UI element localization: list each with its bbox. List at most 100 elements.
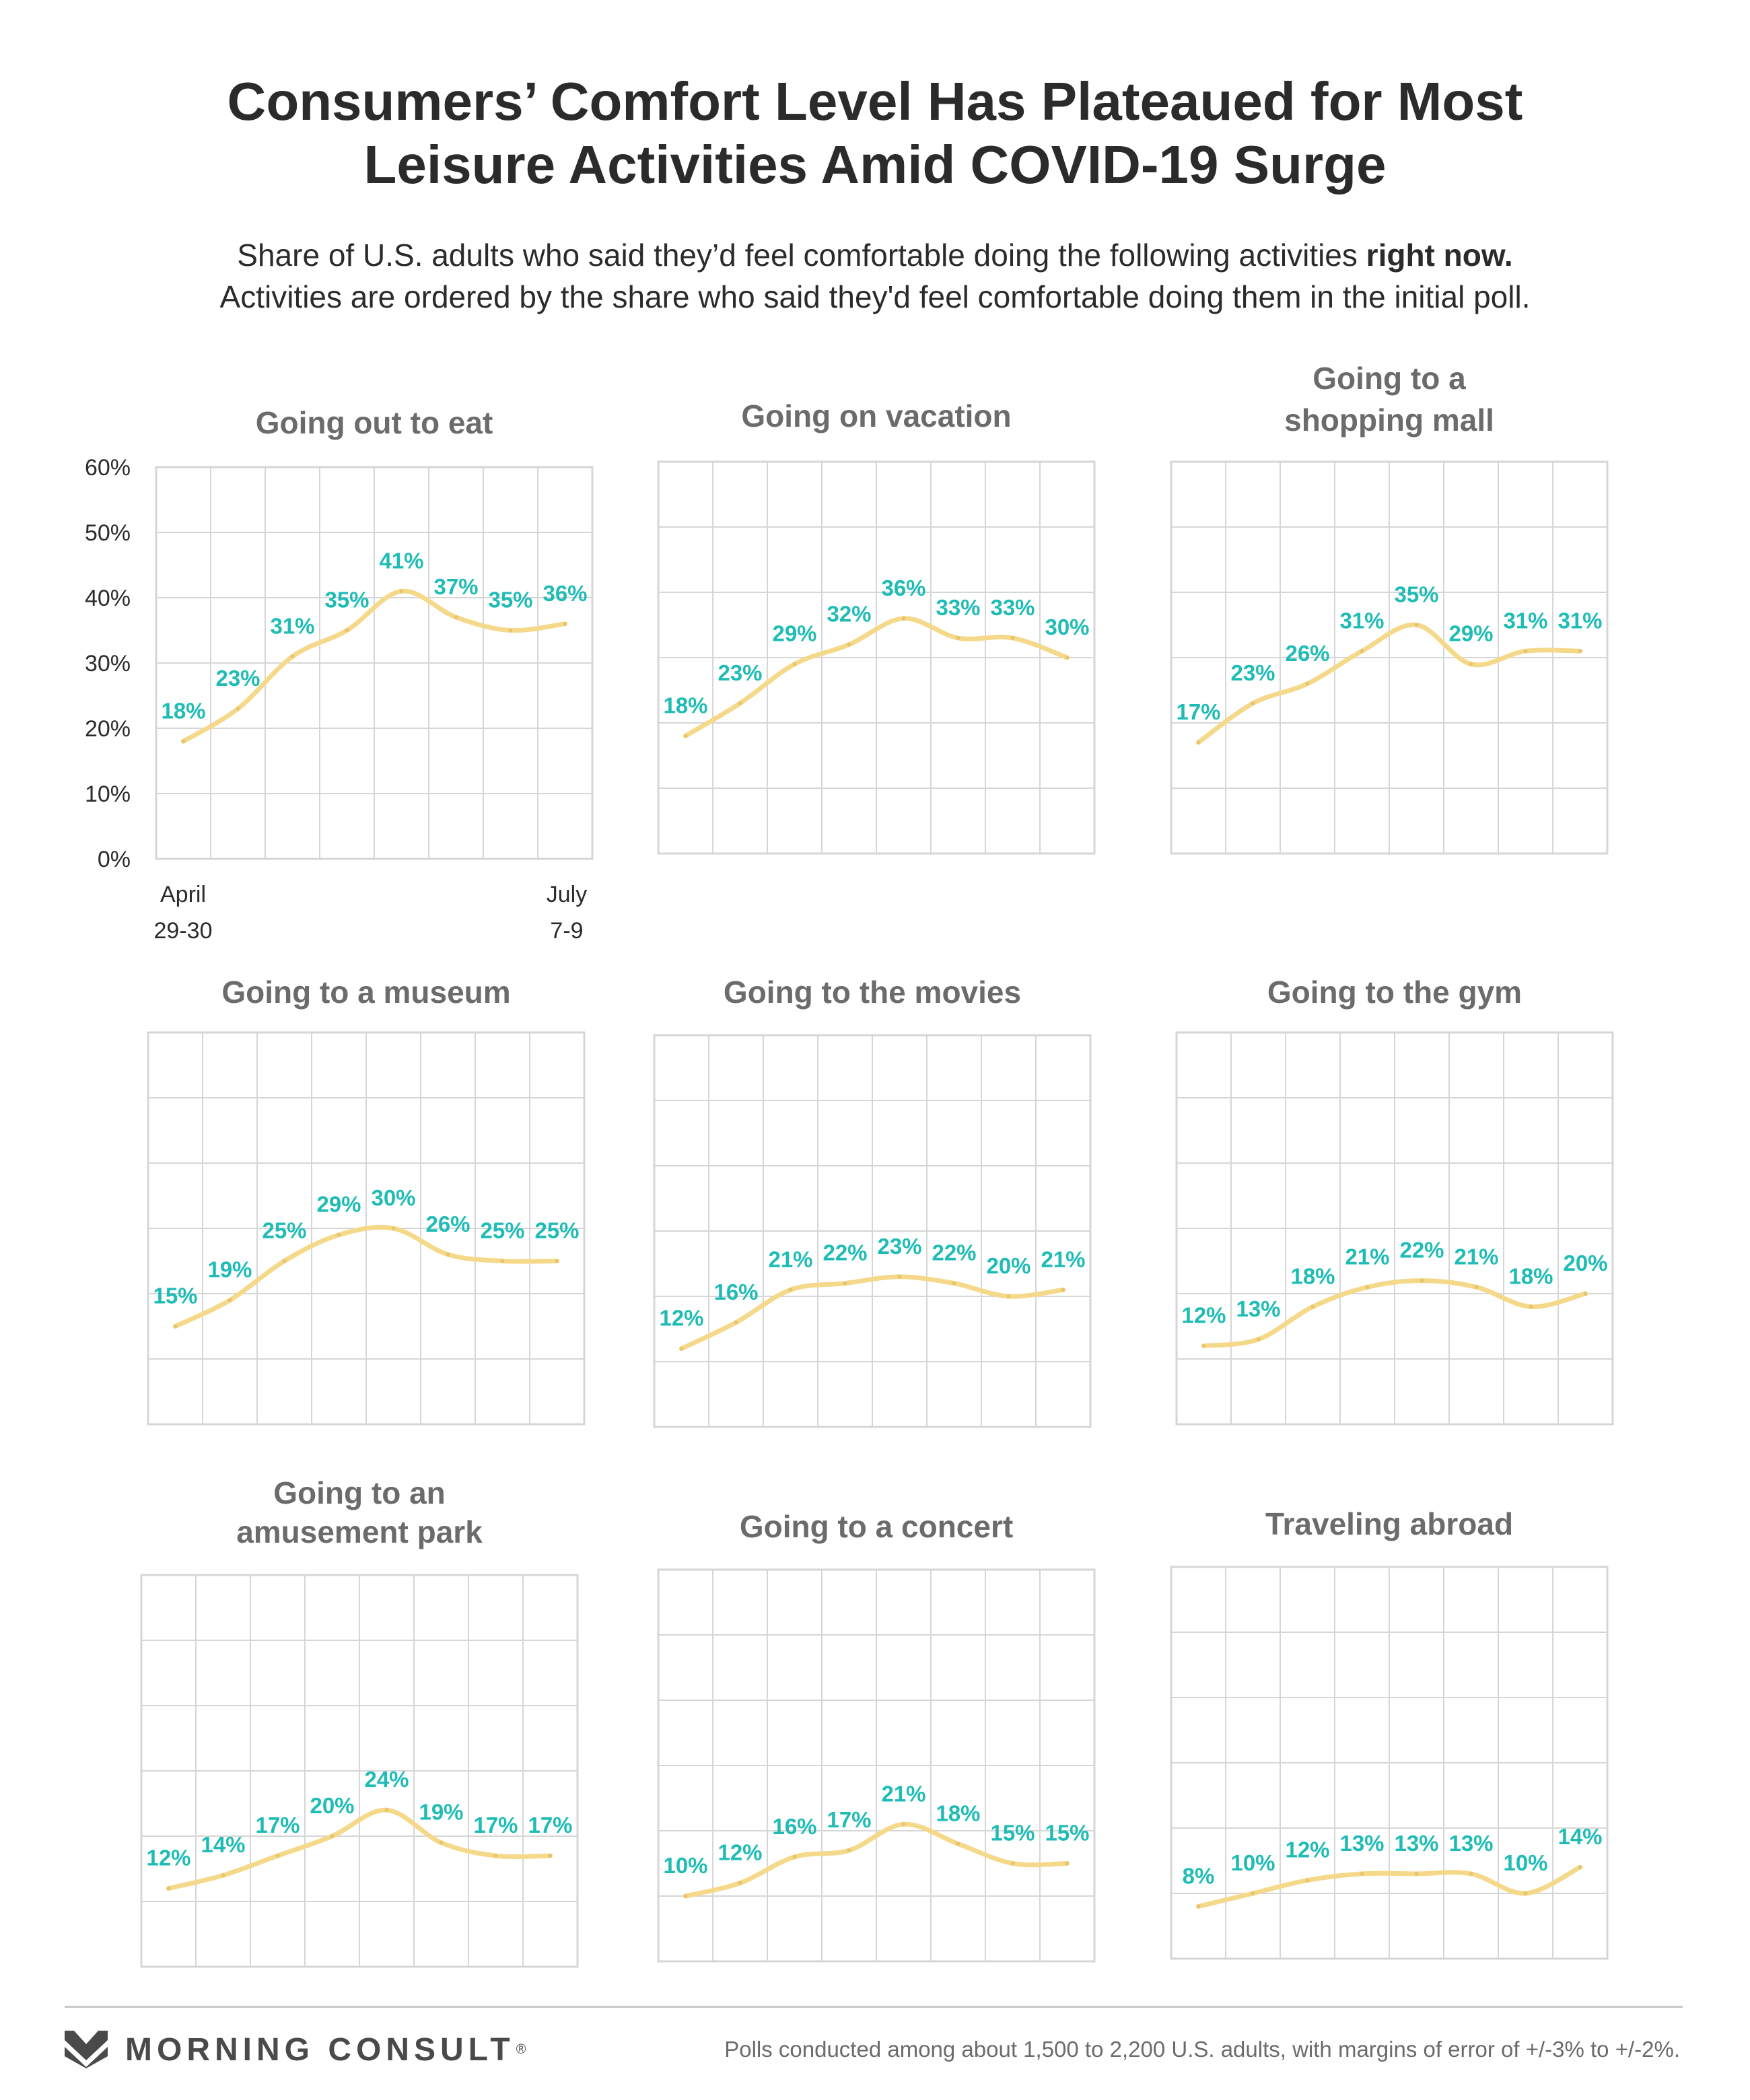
data-point xyxy=(1414,1871,1419,1876)
data-label: 24% xyxy=(364,1767,409,1792)
data-label: 26% xyxy=(1285,641,1329,666)
data-label: 12% xyxy=(718,1840,762,1865)
data-label: 29% xyxy=(772,621,816,646)
data-point xyxy=(1414,623,1419,627)
data-point xyxy=(236,706,240,711)
data-label: 33% xyxy=(990,595,1035,620)
data-label: 30% xyxy=(371,1185,415,1210)
data-point xyxy=(1529,1304,1533,1309)
series-line xyxy=(1201,1278,1588,1349)
data-label: 35% xyxy=(488,588,532,612)
data-point xyxy=(1578,1865,1582,1870)
data-label: 36% xyxy=(881,575,925,600)
data-point xyxy=(508,628,513,633)
data-label: 15% xyxy=(1045,1821,1089,1846)
data-point xyxy=(738,1881,742,1885)
data-point xyxy=(1474,1285,1479,1290)
data-label: 17% xyxy=(1176,699,1220,724)
data-label: 30% xyxy=(1045,615,1089,639)
panel-title: Going to a xyxy=(1312,361,1466,396)
data-point xyxy=(1065,656,1070,660)
data-point xyxy=(275,1854,280,1858)
data-point xyxy=(337,1232,341,1237)
data-point xyxy=(330,1834,335,1838)
panel-title: shopping mall xyxy=(1284,403,1494,438)
data-label: 10% xyxy=(1230,1850,1275,1875)
data-point xyxy=(345,628,349,633)
panel-title: amusement park xyxy=(236,1514,483,1549)
data-point xyxy=(1360,1871,1364,1876)
data-label: 13% xyxy=(1448,1831,1493,1856)
data-point xyxy=(454,615,458,620)
data-label: 19% xyxy=(207,1257,252,1282)
data-point xyxy=(897,1274,902,1279)
data-label: 17% xyxy=(528,1813,572,1838)
data-label: 17% xyxy=(255,1813,300,1838)
small-multiples-charts: Going out to eat 0% 10% 20% 30% 40% 50% 60% Apri… xyxy=(85,361,1614,1968)
chart-panel: Going to a concert 10% 12% 16% 17% 21% 18% 15% 1… xyxy=(657,1509,1096,1963)
y-tick-label: 60% xyxy=(85,455,131,481)
data-label: 21% xyxy=(1041,1247,1085,1271)
chart-panel: Going out to eat 0% 10% 20% 30% 40% 50% 60% Apri… xyxy=(85,405,594,944)
data-point xyxy=(956,1842,960,1846)
data-label: 23% xyxy=(215,666,260,691)
y-tick-label: 0% xyxy=(98,847,131,872)
data-point xyxy=(1420,1278,1424,1283)
panel-title: Going to an xyxy=(273,1475,446,1510)
data-label: 12% xyxy=(1181,1303,1226,1328)
data-point xyxy=(439,1840,444,1845)
data-label: 18% xyxy=(161,698,205,723)
chart-panel: Going to an amusement park 12% 14% 17% 20% 24%… xyxy=(140,1475,579,1968)
x-tick-label-end: 7-9 xyxy=(550,918,583,944)
y-tick-label: 50% xyxy=(85,520,131,546)
data-point xyxy=(952,1281,956,1286)
chart-panel: Traveling abroad 8% 10% 12% 13% 13% 13% 10% 14% xyxy=(1170,1506,1609,1960)
data-point xyxy=(563,621,567,626)
data-label: 29% xyxy=(316,1192,361,1217)
y-tick-label: 30% xyxy=(85,651,131,676)
data-label: 10% xyxy=(1503,1850,1547,1875)
chart-panel: Going to a shopping mall 17% 23% 26% 31% 35% 29… xyxy=(1170,361,1609,855)
data-point xyxy=(1010,635,1015,640)
subtitle-line-2: Activities are ordered by the share who … xyxy=(219,279,1531,314)
data-point xyxy=(1061,1288,1065,1292)
series-line xyxy=(1196,1864,1582,1909)
data-point xyxy=(290,654,295,659)
data-point xyxy=(555,1259,559,1263)
brand-trademark: ® xyxy=(516,2041,526,2057)
data-point xyxy=(1523,1891,1528,1895)
data-label: 10% xyxy=(663,1853,707,1878)
data-point xyxy=(901,616,906,621)
data-point xyxy=(166,1886,171,1891)
data-point xyxy=(792,1854,797,1859)
data-label: 15% xyxy=(990,1821,1035,1846)
data-point xyxy=(1256,1337,1261,1341)
data-point xyxy=(1469,1871,1473,1876)
data-point xyxy=(1196,1904,1201,1909)
data-point xyxy=(1578,649,1582,654)
data-label: 21% xyxy=(881,1781,925,1806)
data-point xyxy=(1583,1292,1588,1296)
data-label: 22% xyxy=(932,1240,976,1265)
chart-panel: Going to the gym 12% 13% 18% 21% 22% 21% 18% 20% xyxy=(1175,975,1614,1426)
data-label: 20% xyxy=(310,1793,354,1818)
panel-title: Going to a museum xyxy=(221,975,510,1010)
y-tick-label: 20% xyxy=(85,716,131,742)
data-point xyxy=(683,734,688,738)
data-point xyxy=(847,1848,851,1853)
data-label: 15% xyxy=(153,1284,197,1308)
panel-title: Going to the movies xyxy=(724,975,1021,1010)
panel-title: Going to a concert xyxy=(740,1509,1013,1544)
chart-panel: Going on vacation 18% 23% 29% 32% 36% 33% 33% 30… xyxy=(657,398,1096,855)
methodology-note: Polls conducted among about 1,500 to 2,2… xyxy=(724,2037,1680,2062)
data-point xyxy=(1523,649,1528,654)
subtitle-emphasis: right now. xyxy=(1366,238,1513,273)
title-line-2: Leisure Activities Amid COVID-19 Surge xyxy=(363,135,1387,195)
data-point xyxy=(446,1252,450,1257)
data-label: 36% xyxy=(542,581,587,606)
data-point xyxy=(493,1854,498,1858)
data-label: 25% xyxy=(534,1218,579,1243)
data-label: 18% xyxy=(1290,1263,1335,1288)
data-label: 19% xyxy=(419,1800,463,1825)
data-point xyxy=(734,1320,738,1325)
